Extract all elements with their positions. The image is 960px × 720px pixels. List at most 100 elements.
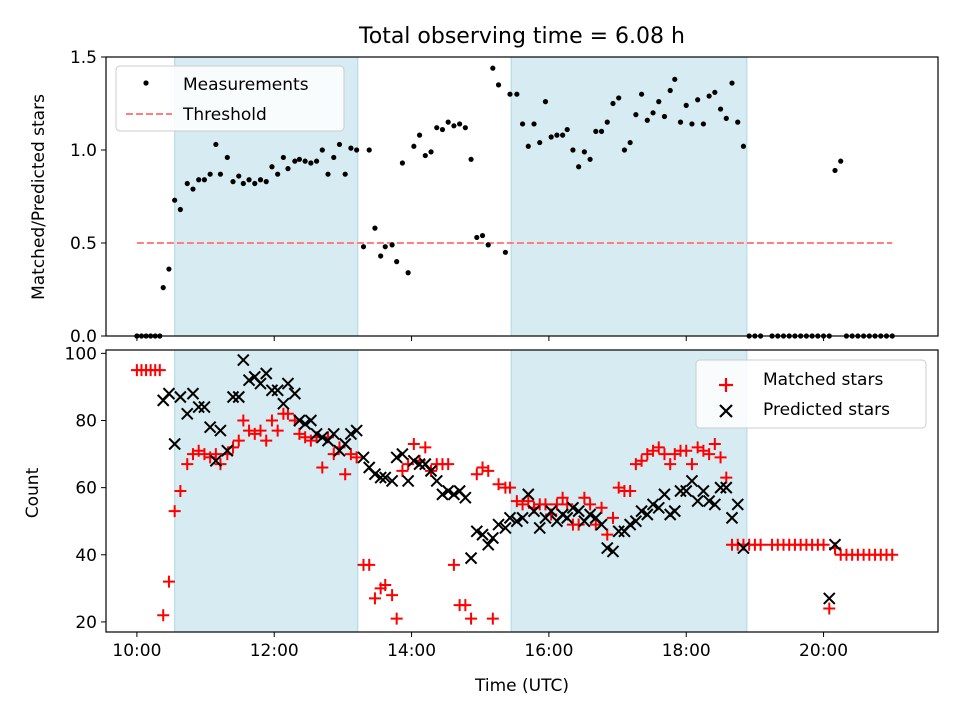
predicted-star-point <box>646 498 660 511</box>
bottom-shaded-interval <box>174 349 359 633</box>
matched-star-point <box>386 589 399 602</box>
matched-star-point <box>556 491 569 504</box>
measurement-point <box>399 160 406 166</box>
predicted-star-point <box>214 424 227 437</box>
predicted-star-point <box>168 437 181 451</box>
measurement-point <box>723 115 729 121</box>
predicted-star-point <box>344 427 358 441</box>
measurement-point <box>656 99 662 105</box>
measurement-point <box>184 180 190 187</box>
measurement-point <box>502 249 509 255</box>
measurement-point <box>717 106 724 112</box>
predicted-star-point <box>697 484 710 498</box>
measurement-point <box>201 177 208 183</box>
measurement-point <box>411 143 417 149</box>
measurement-point <box>405 270 411 276</box>
matched-star-point <box>390 612 403 625</box>
bottom-y-tick-label: 20 <box>75 613 97 633</box>
measurement-point <box>838 158 844 164</box>
measurement-point <box>394 259 400 265</box>
matched-star-point <box>664 458 677 471</box>
matched-star-point <box>708 438 721 450</box>
measurement-point <box>342 171 348 177</box>
predicted-star-point <box>731 498 744 511</box>
measurement-point <box>581 149 587 155</box>
matched-star-point <box>327 448 340 461</box>
matched-star-point <box>720 471 733 484</box>
matched-star-point <box>584 498 597 511</box>
predicted-star-point <box>186 387 200 400</box>
predicted-star-point <box>464 551 478 565</box>
measurement-point <box>451 123 457 129</box>
matched-star-point <box>470 468 483 481</box>
top-panel: 0.0 0.5 1.0 1.5 Matched/Predicted stars Mea… <box>29 48 939 347</box>
measurement-point <box>217 171 224 177</box>
measurement-point <box>296 156 303 162</box>
measurement-point <box>177 206 183 213</box>
predicted-star-point <box>635 504 648 518</box>
measurement-point <box>479 232 486 239</box>
predicted-star-point <box>281 377 295 390</box>
measurement-point <box>610 100 616 107</box>
measurement-point <box>537 139 543 146</box>
predicted-star-point <box>510 515 524 528</box>
predicted-star-point <box>198 400 211 414</box>
matched-star-point <box>232 434 245 447</box>
measurement-point <box>598 128 605 134</box>
measurement-point <box>627 139 633 146</box>
predicted-star-point <box>174 390 187 404</box>
measurement-point <box>712 89 718 95</box>
matched-star-point <box>339 468 352 481</box>
predicted-star-point <box>374 471 387 484</box>
measurement-point <box>366 147 372 153</box>
matched-star-point <box>486 612 499 625</box>
predicted-star-point <box>702 494 716 508</box>
measurement-point <box>207 171 213 177</box>
measurement-point <box>495 82 502 88</box>
matched-star-point <box>685 458 698 471</box>
measurement-point <box>548 134 554 140</box>
measurement-point <box>633 112 639 118</box>
legend-matched-marker <box>719 378 733 392</box>
matched-star-point <box>316 461 329 474</box>
matched-star-point <box>635 454 648 467</box>
measurement-point <box>389 242 395 248</box>
top-y-tick-label: 1.0 <box>70 141 97 161</box>
predicted-star-point <box>413 457 426 471</box>
predicted-star-point <box>209 454 223 467</box>
measurement-point <box>292 158 298 164</box>
predicted-star-point <box>680 484 693 498</box>
predicted-star-point <box>288 387 302 400</box>
measurement-point <box>735 119 741 125</box>
measurement-point <box>160 285 166 291</box>
bottom-legend-box <box>695 359 927 429</box>
matched-star-point <box>522 495 535 508</box>
matched-star-point <box>396 464 409 477</box>
top-legend: Measurements Threshold <box>115 65 345 132</box>
measurement-point <box>576 164 582 170</box>
measurement-point <box>706 93 712 99</box>
predicted-star-point <box>503 511 517 525</box>
measurement-point <box>514 91 520 97</box>
predicted-star-point <box>401 474 415 488</box>
x-tick-label: 12:00 <box>250 641 299 661</box>
measurement-point <box>672 76 678 82</box>
predicted-star-point <box>527 504 541 518</box>
measurement-point <box>700 121 706 127</box>
bottom-y-tick-label: 40 <box>75 546 97 566</box>
matched-star-point <box>368 592 381 605</box>
measurement-point <box>439 126 446 133</box>
measurement-point <box>280 154 286 161</box>
predicted-star-point <box>691 494 704 508</box>
measurement-point <box>236 173 242 179</box>
matched-star-point <box>459 599 472 612</box>
matched-star-point <box>447 558 460 571</box>
measurement-point <box>224 154 230 161</box>
matched-star-point <box>624 485 637 497</box>
measurement-point <box>240 180 246 187</box>
predicted-star-point <box>327 427 340 441</box>
matched-star-point <box>578 491 591 504</box>
predicted-star-point <box>560 511 574 525</box>
predicted-star-point <box>533 521 546 535</box>
